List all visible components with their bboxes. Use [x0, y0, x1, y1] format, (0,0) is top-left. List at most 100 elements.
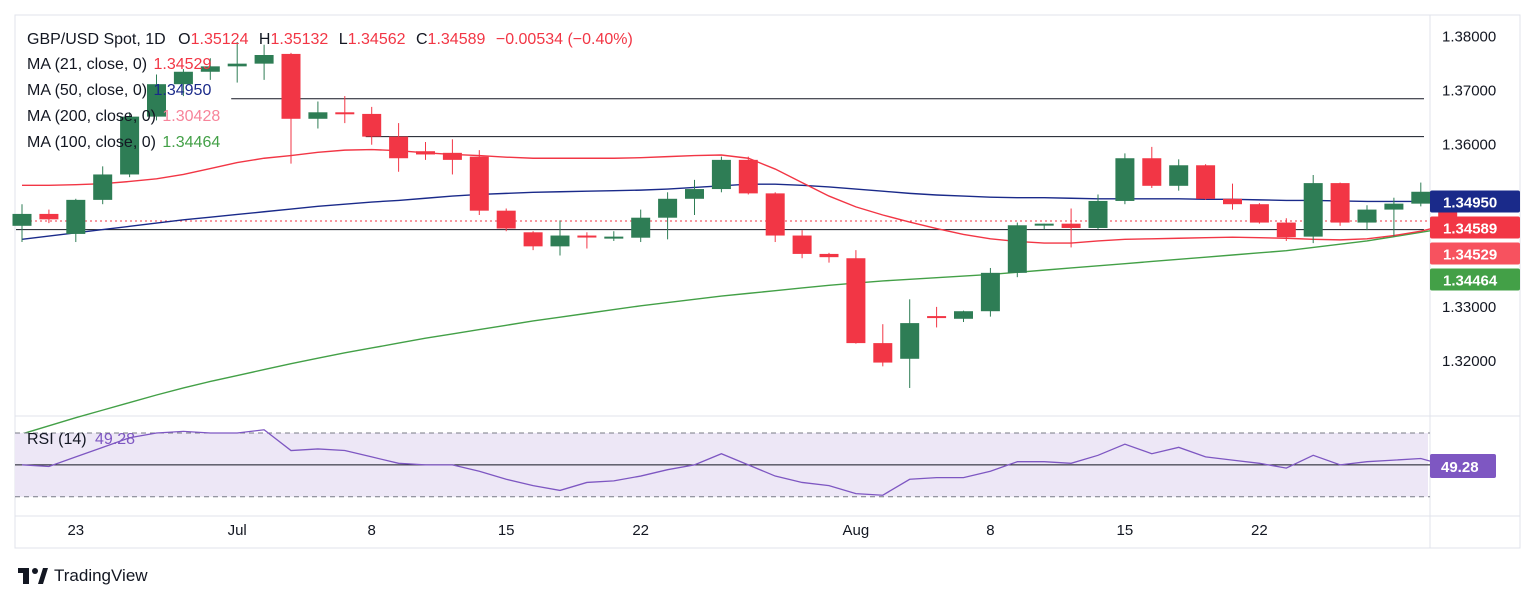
ma21-value: 1.34529: [153, 56, 212, 73]
candle-body: [335, 112, 355, 115]
candle-up: [173, 69, 193, 97]
price-label-text: 1.34464: [1443, 272, 1498, 289]
candle-up: [1384, 197, 1404, 237]
ma21-label: MA (21, close, 0): [27, 56, 148, 73]
ma100-legend: MA (100, close, 0) 1.34464: [27, 133, 220, 153]
candle-body: [362, 113, 382, 137]
symbol-label: GBP/USD Spot, 1D: [27, 31, 166, 48]
candle-up: [1357, 205, 1377, 231]
candle-down: [1196, 164, 1216, 200]
candle-down: [1276, 218, 1296, 241]
candle-body: [39, 213, 59, 220]
x-tick-label: Jul: [228, 522, 247, 539]
tradingview-brand[interactable]: TradingView: [18, 566, 148, 586]
candle-body: [711, 159, 731, 190]
candle-down: [927, 306, 947, 328]
candle-body: [1330, 183, 1350, 223]
candle-up: [254, 44, 274, 80]
candle-body: [1034, 223, 1054, 226]
candle-body: [1411, 191, 1431, 204]
low-value: 1.34562: [347, 31, 406, 48]
candle-body: [308, 112, 328, 119]
price-label-text: 1.34529: [1443, 246, 1497, 263]
candle-body: [200, 66, 220, 72]
price-label-badge: 1.34950: [1430, 190, 1520, 213]
candle-body: [1357, 209, 1377, 223]
candle-down: [873, 324, 893, 367]
ma200-label: MA (200, close, 0): [27, 108, 156, 125]
axes: 1.38000 1.37000 1.36000 1.33000 1.32000 23 Jul…: [67, 29, 1496, 539]
price-label-bg: [1430, 242, 1520, 265]
candle-body: [469, 156, 489, 211]
candle-up: [685, 179, 704, 215]
candle-up: [147, 74, 166, 121]
candle-up: [631, 209, 651, 243]
candle-down: [1249, 203, 1269, 224]
candle-down: [819, 252, 839, 263]
candle-body: [1196, 165, 1216, 199]
candle-body: [254, 55, 274, 64]
candle-body: [1088, 200, 1108, 228]
candle-body: [577, 235, 597, 238]
candle-body: [631, 217, 651, 238]
candle-down: [1223, 183, 1242, 210]
x-tick-label: 15: [1117, 522, 1134, 539]
price-label-bg: [1430, 190, 1520, 213]
candle-up: [12, 204, 32, 243]
high-label: H: [258, 31, 271, 48]
y-tick-label: 1.36000: [1442, 137, 1496, 154]
x-tick-label: 8: [986, 522, 994, 539]
candle-down: [1330, 182, 1350, 226]
candle-up: [550, 220, 570, 256]
brand-name: TradingView: [54, 566, 148, 585]
candle-body: [1303, 183, 1323, 237]
candle-down: [577, 232, 597, 249]
y-tick-label: 1.37000: [1442, 83, 1496, 100]
x-tick-label: 8: [368, 522, 376, 539]
rsi-line: [21, 429, 1448, 496]
ma200-legend: MA (200, close, 0) 1.30428: [27, 107, 220, 127]
price-label-text: 1.34950: [1443, 194, 1497, 211]
ma50-legend: MA (50, close, 0) 1.34950: [27, 81, 211, 101]
candle-body: [792, 235, 812, 254]
rsi-value: 49.28: [95, 431, 136, 448]
ma200-value: 1.30428: [162, 108, 221, 125]
candle-body: [120, 116, 140, 175]
price-labels: 1.34950 1.34589 1.34529 1.34464: [1430, 190, 1520, 291]
candle-down: [335, 96, 355, 124]
open-label: O: [178, 31, 191, 48]
candle-body: [227, 63, 247, 67]
candle-down: [362, 106, 382, 145]
candle-body: [685, 189, 704, 199]
candle-body: [173, 71, 193, 85]
candle-down: [469, 150, 489, 215]
candle-body: [846, 258, 866, 344]
candle-up: [954, 310, 973, 323]
x-tick-label: Aug: [843, 522, 870, 539]
candle-body: [1061, 223, 1081, 228]
ohlc-legend: GBP/USD Spot, 1D O1.35124 H1.35132 L1.34…: [27, 30, 633, 50]
price-label-text: 1.34589: [1443, 220, 1497, 237]
candle-body: [550, 235, 570, 247]
rsi-legend: RSI (14) 49.28: [27, 431, 135, 449]
candle-body: [1007, 225, 1027, 273]
candle-body: [147, 84, 166, 117]
candle-down: [1142, 146, 1162, 188]
candle-body: [12, 213, 32, 226]
x-tick-label: 22: [632, 522, 649, 539]
price-label-bg: [1430, 216, 1520, 239]
candle-up: [980, 267, 1000, 317]
candle-body: [1249, 204, 1269, 223]
ma50-value: 1.34950: [153, 82, 212, 99]
ma100-line: [21, 227, 1448, 435]
candle-body: [523, 232, 543, 247]
candle-down: [442, 139, 462, 175]
candle-up: [900, 299, 920, 388]
rsi-pane: 49.28: [15, 429, 1496, 498]
candle-down: [765, 192, 785, 243]
y-tick-label: 1.33000: [1442, 299, 1496, 316]
candle-body: [416, 151, 435, 155]
candle-down: [389, 123, 409, 172]
